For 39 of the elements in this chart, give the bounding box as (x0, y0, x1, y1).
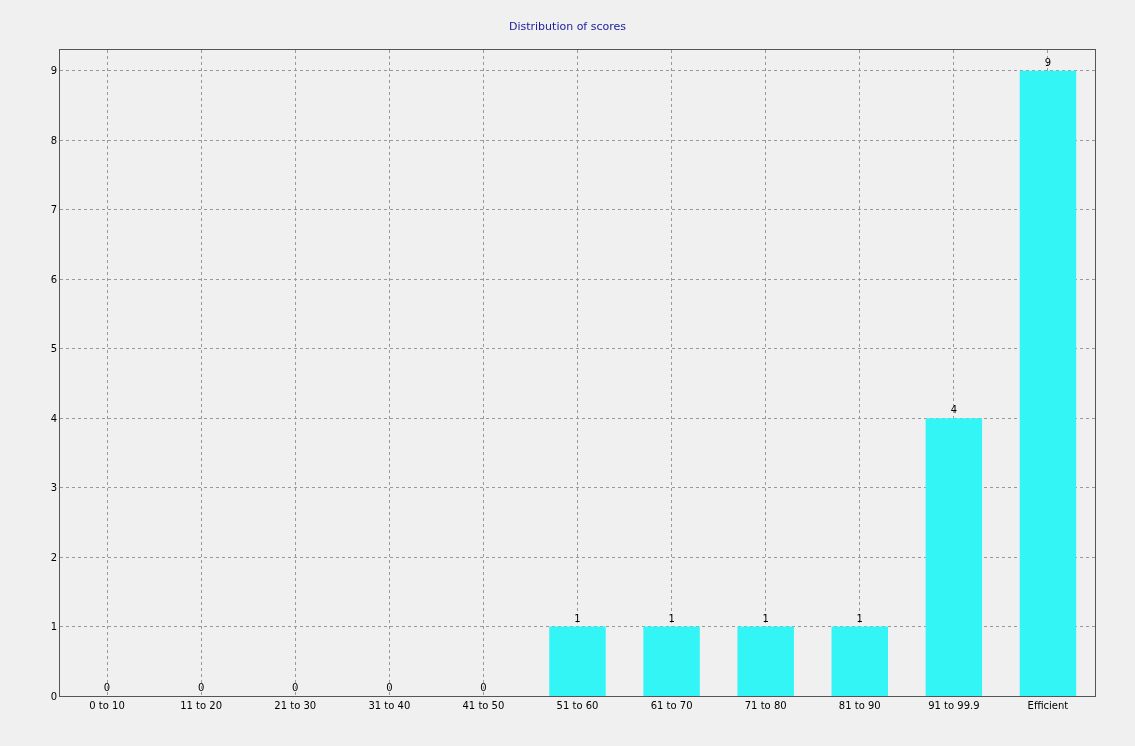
bar (549, 626, 606, 696)
x-tick-label: 81 to 90 (838, 700, 881, 711)
y-tick-label: 9 (50, 65, 57, 77)
x-tick-label: 41 to 50 (462, 700, 505, 711)
x-tick-label: 11 to 20 (180, 700, 223, 711)
x-tick-label: 91 to 99.9 (928, 700, 980, 711)
bar (737, 626, 794, 696)
data-label: 1 (668, 612, 675, 624)
x-tick-label: 51 to 60 (556, 700, 599, 711)
y-tick-label: 6 (50, 273, 57, 285)
data-label: 0 (292, 682, 299, 693)
data-label: 0 (386, 682, 393, 693)
chart-title: Distribution of scores (508, 20, 627, 34)
x-tick-label: 21 to 30 (274, 700, 317, 711)
data-label: 1 (574, 612, 581, 624)
y-tick-label: 8 (50, 134, 57, 146)
data-label: 1 (856, 612, 863, 624)
data-label: 9 (1044, 56, 1052, 68)
y-tick-label: 0 (50, 690, 57, 702)
x-tick-label: 71 to 80 (744, 700, 787, 711)
bar (643, 626, 700, 696)
y-tick-label: 7 (50, 204, 57, 216)
data-label: 4 (950, 404, 958, 416)
data-label: 0 (103, 682, 111, 693)
bar (925, 418, 983, 696)
x-tick-label: Efficient (1027, 700, 1069, 711)
x-tick-label: 31 to 40 (368, 700, 411, 711)
data-label: 0 (197, 682, 205, 693)
bar (831, 626, 888, 696)
y-tick-label: 3 (50, 482, 57, 494)
x-tick-label: 0 to 10 (89, 700, 125, 711)
bar (1019, 70, 1077, 696)
y-tick-label: 5 (50, 343, 57, 355)
data-label: 1 (762, 612, 769, 624)
y-tick-label: 1 (50, 621, 57, 633)
y-tick-label: 4 (50, 412, 57, 424)
x-tick-label: 61 to 70 (650, 700, 693, 711)
data-label: 0 (480, 682, 487, 693)
y-tick-label: 2 (50, 551, 57, 563)
